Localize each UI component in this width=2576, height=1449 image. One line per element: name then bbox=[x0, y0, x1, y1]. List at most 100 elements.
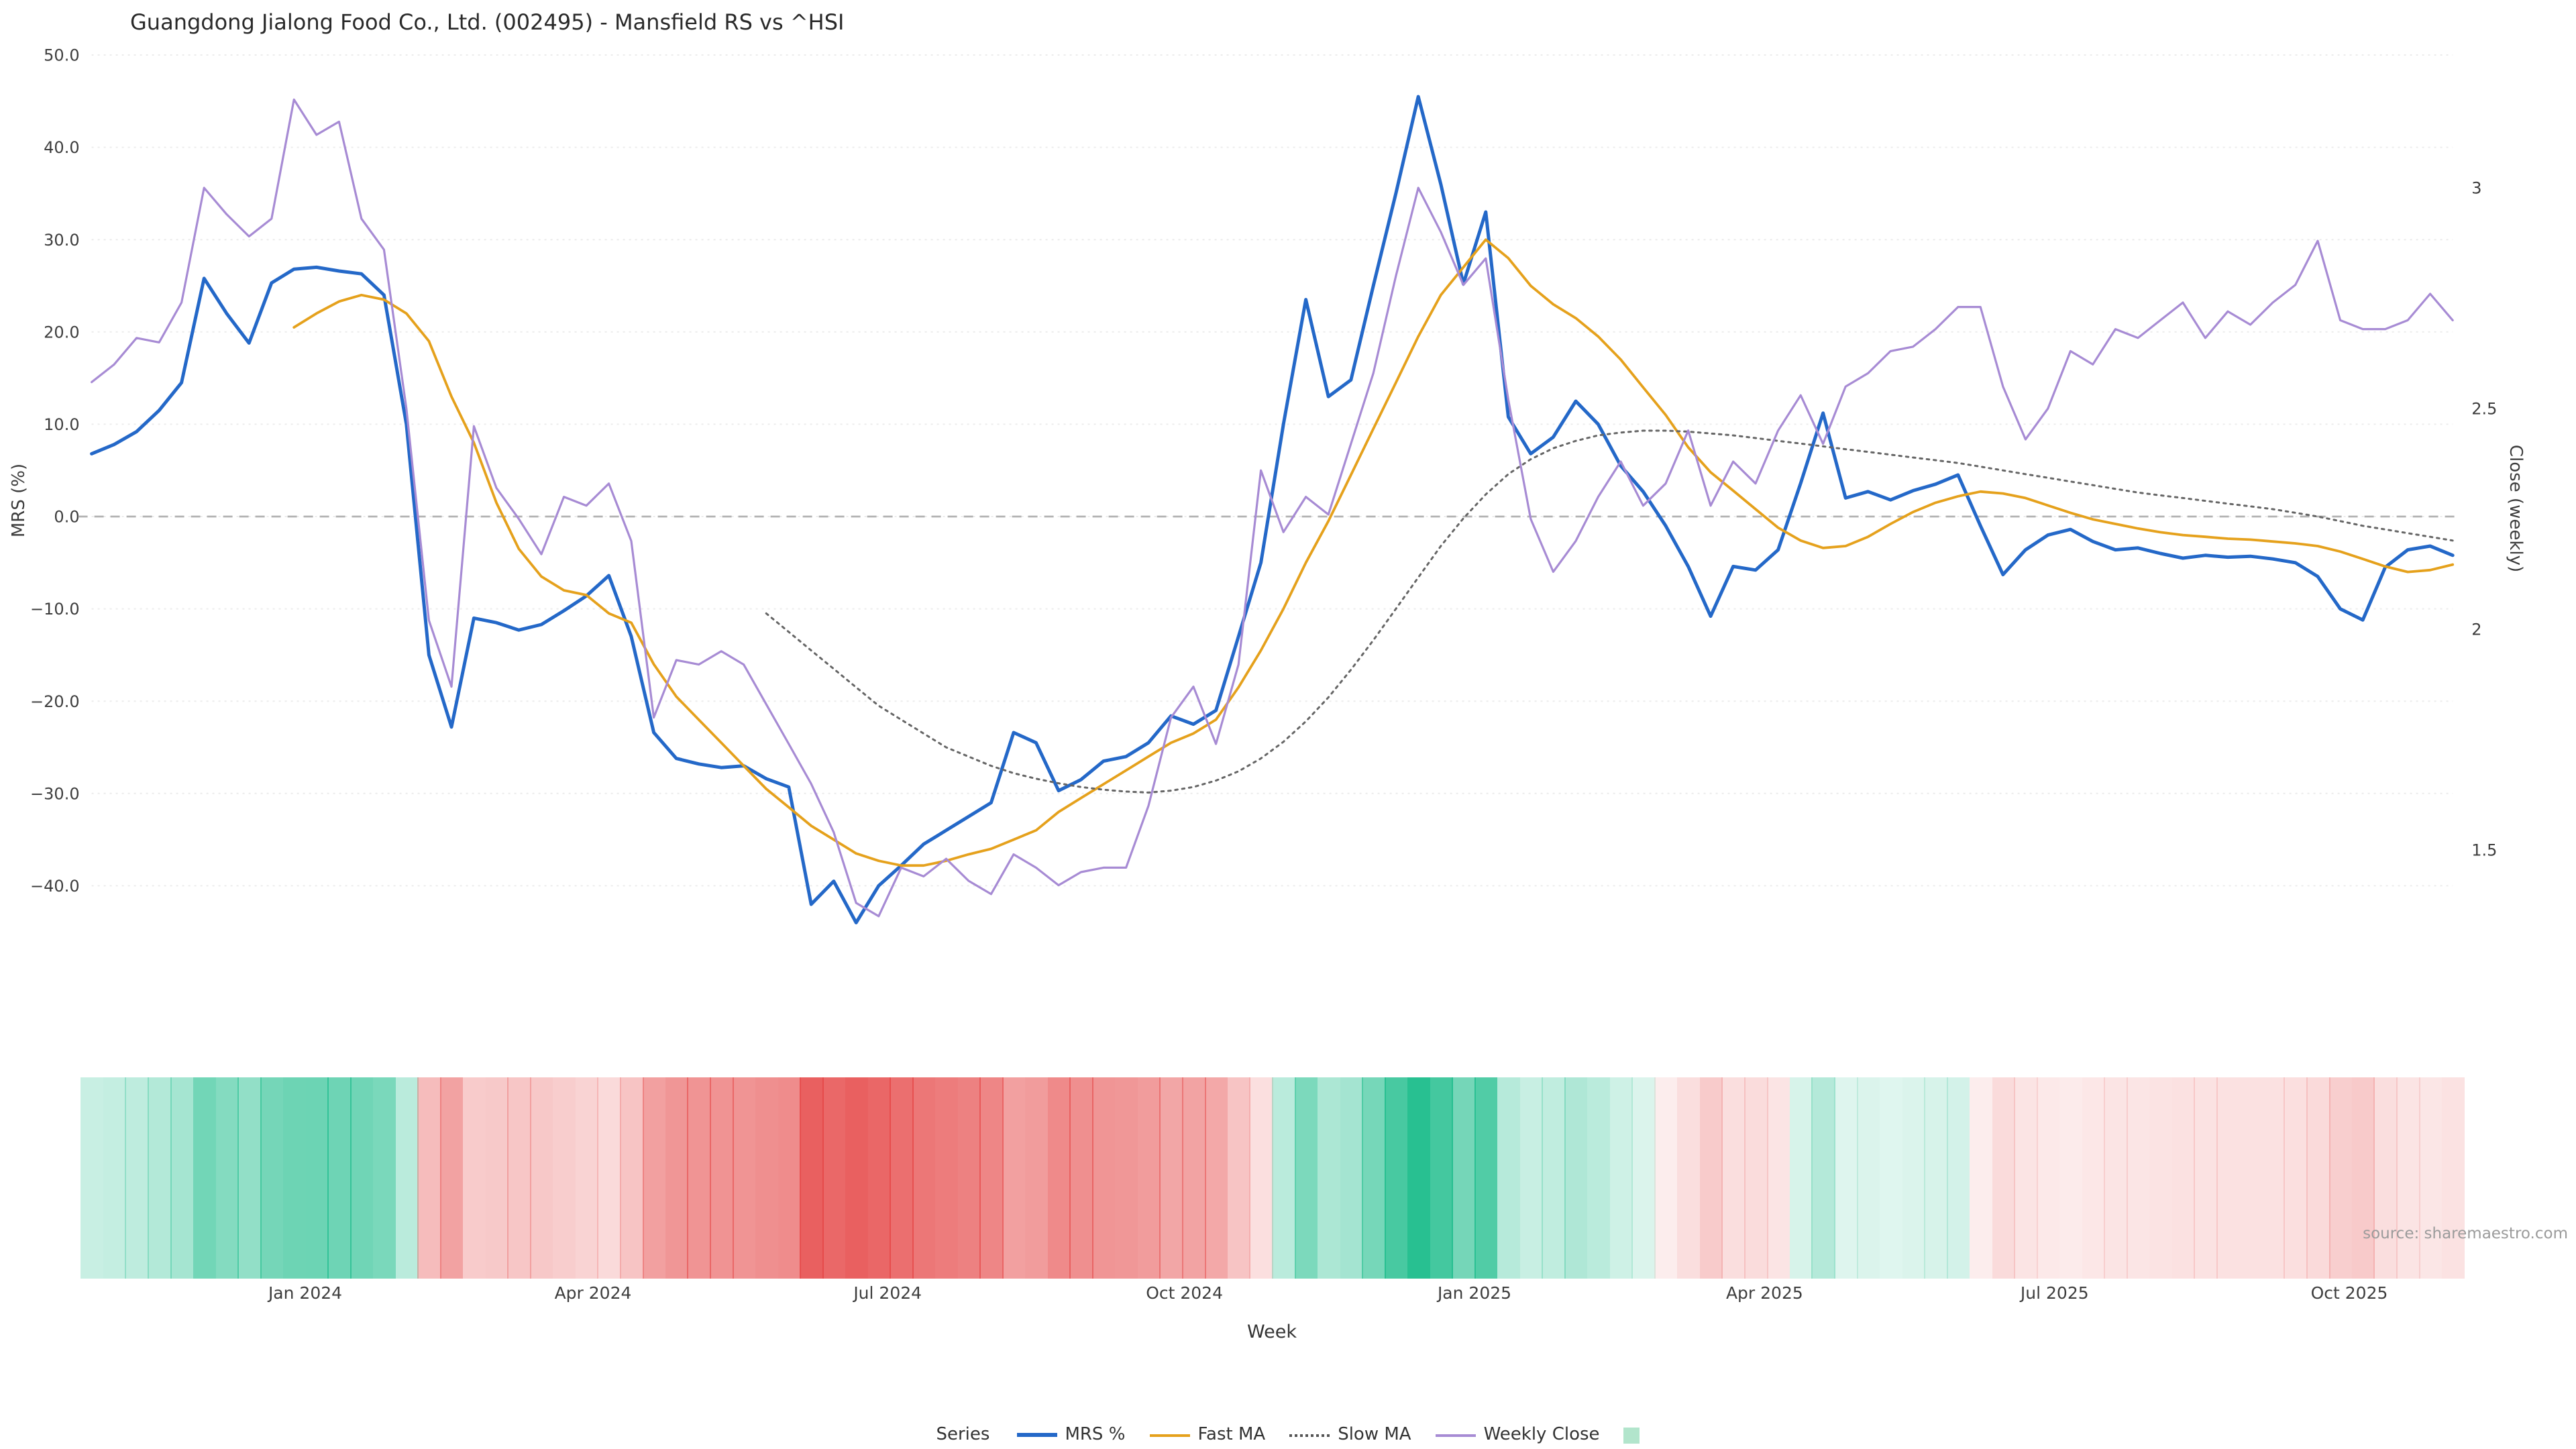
y-left-tick-label: 20.0 bbox=[44, 323, 79, 341]
heat-cell bbox=[1924, 1077, 1948, 1279]
heat-cell bbox=[2373, 1077, 2398, 1279]
legend-item-label: Weekly Close bbox=[1483, 1425, 1600, 1445]
heat-cell bbox=[1092, 1077, 1116, 1279]
heat-cell bbox=[2351, 1077, 2375, 1279]
heat-cell bbox=[2149, 1077, 2173, 1279]
heat-cell bbox=[1430, 1077, 1453, 1279]
heat-strip bbox=[0, 1077, 2576, 1279]
heat-cell bbox=[1519, 1077, 1543, 1279]
heat-cell bbox=[417, 1077, 441, 1279]
heat-cell bbox=[507, 1077, 531, 1279]
heat-cell bbox=[1137, 1077, 1161, 1279]
heat-cell bbox=[2284, 1077, 2308, 1279]
legend-item-heat-swatch bbox=[1623, 1427, 1640, 1443]
heat-cell bbox=[979, 1077, 1004, 1279]
heat-cell bbox=[327, 1077, 352, 1279]
heat-cell bbox=[1204, 1077, 1228, 1279]
heat-cell bbox=[170, 1077, 194, 1279]
heat-cell bbox=[1047, 1077, 1071, 1279]
y-left-tick-label: 30.0 bbox=[44, 231, 79, 250]
x-axis-tick-label: Jan 2025 bbox=[1437, 1283, 1512, 1303]
legend-item-fast-ma: Fast MA bbox=[1149, 1425, 1265, 1445]
heat-cell bbox=[552, 1077, 576, 1279]
heat-cell bbox=[237, 1077, 262, 1279]
y-left-tick-label: −30.0 bbox=[30, 784, 80, 803]
heat-cell bbox=[1947, 1077, 1970, 1279]
heat-cell bbox=[282, 1077, 307, 1279]
chart-title: Guangdong Jialong Food Co., Ltd. (002495… bbox=[130, 9, 845, 35]
x-axis-label: Week bbox=[1247, 1322, 1297, 1343]
heat-cell bbox=[1969, 1077, 1993, 1279]
heat-cell bbox=[934, 1077, 959, 1279]
legend-line-sample-icon bbox=[1149, 1434, 1190, 1436]
heat-cell bbox=[1744, 1077, 1768, 1279]
heat-cell bbox=[2261, 1077, 2285, 1279]
heat-cell bbox=[1069, 1077, 1093, 1279]
series-line-weekly-close bbox=[91, 98, 2454, 918]
y-right-tick-label: 1.5 bbox=[2471, 841, 2497, 860]
heat-cell bbox=[777, 1077, 801, 1279]
series-line-fast-ma bbox=[292, 238, 2455, 867]
heat-cell bbox=[2194, 1077, 2218, 1279]
heat-cell bbox=[2441, 1077, 2465, 1279]
heat-cell bbox=[1992, 1077, 2015, 1279]
heat-cell bbox=[1631, 1077, 1656, 1279]
y-left-tick-label: 0.0 bbox=[54, 508, 79, 527]
x-axis: Jan 2024 Apr 2024 Jul 2024 Oct 2024 Jan 2025… bbox=[0, 1283, 2576, 1309]
x-axis-tick-label: Jul 2024 bbox=[853, 1283, 922, 1303]
heat-cell bbox=[2014, 1077, 2038, 1279]
x-axis-tick-label: Oct 2024 bbox=[1146, 1283, 1223, 1303]
series-line-mrs bbox=[90, 95, 2455, 924]
heat-cell bbox=[1002, 1077, 1026, 1279]
y-right-tick-label: 2.5 bbox=[2471, 400, 2497, 419]
heat-cell bbox=[260, 1077, 284, 1279]
heat-cell bbox=[372, 1077, 396, 1279]
y-right-tick-label: 3 bbox=[2471, 179, 2481, 198]
heat-cell bbox=[2328, 1077, 2353, 1279]
heat-cell bbox=[1542, 1077, 1566, 1279]
heat-cell bbox=[1766, 1077, 1790, 1279]
heat-cell bbox=[1609, 1077, 1633, 1279]
heat-cell bbox=[485, 1077, 508, 1279]
heat-cell bbox=[215, 1077, 239, 1279]
heat-cell bbox=[440, 1077, 464, 1279]
y-right-tick-label: 2 bbox=[2471, 621, 2481, 639]
heat-cell bbox=[1340, 1077, 1363, 1279]
heat-cell bbox=[2037, 1077, 2060, 1279]
heat-cell bbox=[620, 1077, 644, 1279]
heat-cell bbox=[597, 1077, 621, 1279]
heat-cell bbox=[1587, 1077, 1611, 1279]
legend-item-weekly-close: Weekly Close bbox=[1435, 1425, 1600, 1445]
series-line-slow-ma bbox=[765, 429, 2454, 794]
legend-line-sample-icon bbox=[1435, 1434, 1476, 1436]
heat-cell bbox=[822, 1077, 846, 1279]
heat-cell bbox=[305, 1077, 329, 1279]
heat-cell bbox=[1834, 1077, 1858, 1279]
x-axis-tick-label: Oct 2025 bbox=[2310, 1283, 2388, 1303]
heat-cell bbox=[1811, 1077, 1835, 1279]
heat-cell bbox=[1452, 1077, 1476, 1279]
heat-cell bbox=[1159, 1077, 1183, 1279]
legend-item-slow-ma: Slow MA bbox=[1289, 1425, 1411, 1445]
heat-cell bbox=[687, 1077, 711, 1279]
heat-cell bbox=[1857, 1077, 1880, 1279]
heat-cell bbox=[1317, 1077, 1341, 1279]
heat-cell bbox=[800, 1077, 824, 1279]
heat-cell bbox=[80, 1077, 104, 1279]
heat-cell bbox=[350, 1077, 374, 1279]
y-left-tick-label: 10.0 bbox=[44, 415, 79, 434]
heat-cell bbox=[2171, 1077, 2195, 1279]
heat-cell bbox=[755, 1077, 779, 1279]
heat-cell bbox=[125, 1077, 149, 1279]
heat-cell bbox=[2306, 1077, 2330, 1279]
heat-cell bbox=[1227, 1077, 1251, 1279]
heat-swatch-icon bbox=[1623, 1427, 1640, 1443]
heat-cell bbox=[1407, 1077, 1431, 1279]
heat-cell bbox=[1721, 1077, 1746, 1279]
heat-cell bbox=[665, 1077, 689, 1279]
heat-cell bbox=[2419, 1077, 2443, 1279]
heat-cell bbox=[1676, 1077, 1701, 1279]
heat-cell bbox=[890, 1077, 914, 1279]
heat-cell bbox=[1564, 1077, 1588, 1279]
